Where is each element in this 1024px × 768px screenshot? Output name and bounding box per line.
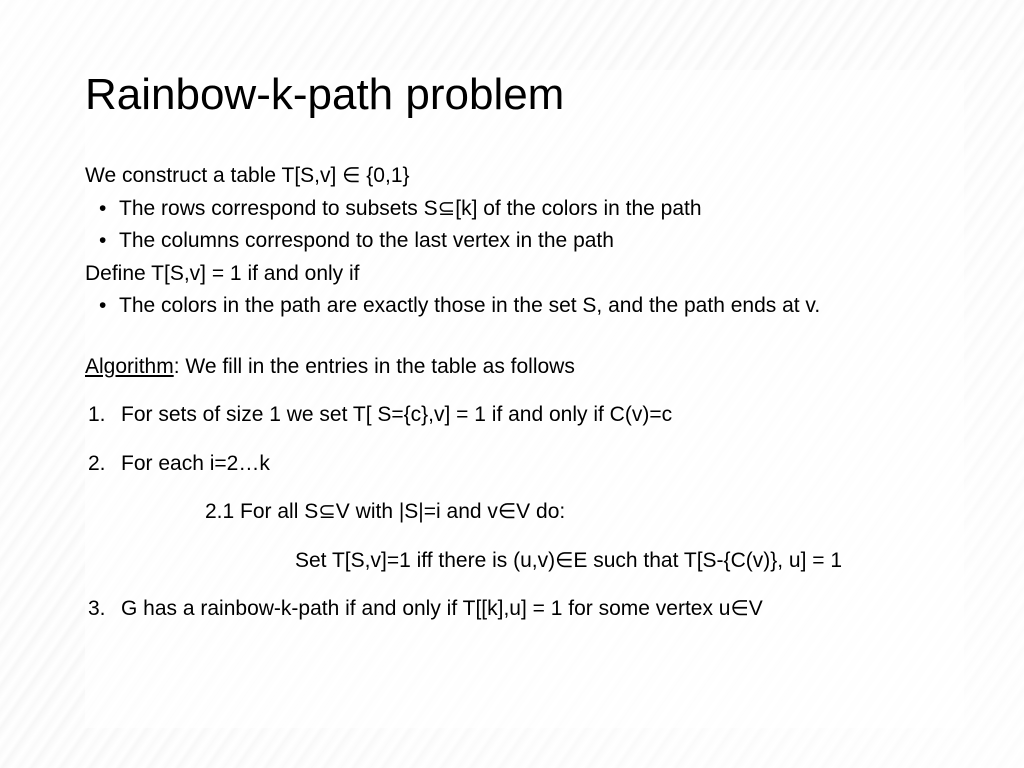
slide-body: We construct a table T[S,v] ∈ {0,1} The … — [85, 160, 964, 626]
step-2-text: For each i=2…k — [121, 452, 270, 475]
step-2-1-body: Set T[S,v]=1 iff there is (u,v)∈E such t… — [85, 545, 964, 578]
step-3-text: G has a rainbow-k-path if and only if T[… — [121, 597, 763, 620]
step-3: 3. G has a rainbow-k-path if and only if… — [85, 593, 964, 626]
step-1-num: 1. — [88, 399, 106, 432]
step-1-text: For sets of size 1 we set T[ S={c},v] = … — [121, 403, 672, 426]
algorithm-label: Algorithm — [85, 355, 174, 378]
bullet-rows: The rows correspond to subsets S⊆[k] of … — [85, 193, 964, 226]
algorithm-line: Algorithm: We fill in the entries in the… — [85, 351, 964, 384]
bullet-columns: The columns correspond to the last verte… — [85, 225, 964, 258]
step-2: 2. For each i=2…k — [85, 448, 964, 481]
slide-title: Rainbow-k-path problem — [85, 70, 964, 120]
algorithm-rest: : We fill in the entries in the table as… — [174, 355, 575, 378]
step-2-1: 2.1 For all S⊆V with |S|=i and v∈V do: — [85, 496, 964, 529]
step-3-num: 3. — [88, 593, 106, 626]
bullet-define: The colors in the path are exactly those… — [85, 290, 964, 323]
step-2-num: 2. — [88, 448, 106, 481]
step-1: 1. For sets of size 1 we set T[ S={c},v]… — [85, 399, 964, 432]
define-line: Define T[S,v] = 1 if and only if — [85, 258, 964, 291]
slide-container: Rainbow-k-path problem We construct a ta… — [85, 70, 964, 728]
intro-line: We construct a table T[S,v] ∈ {0,1} — [85, 160, 964, 193]
